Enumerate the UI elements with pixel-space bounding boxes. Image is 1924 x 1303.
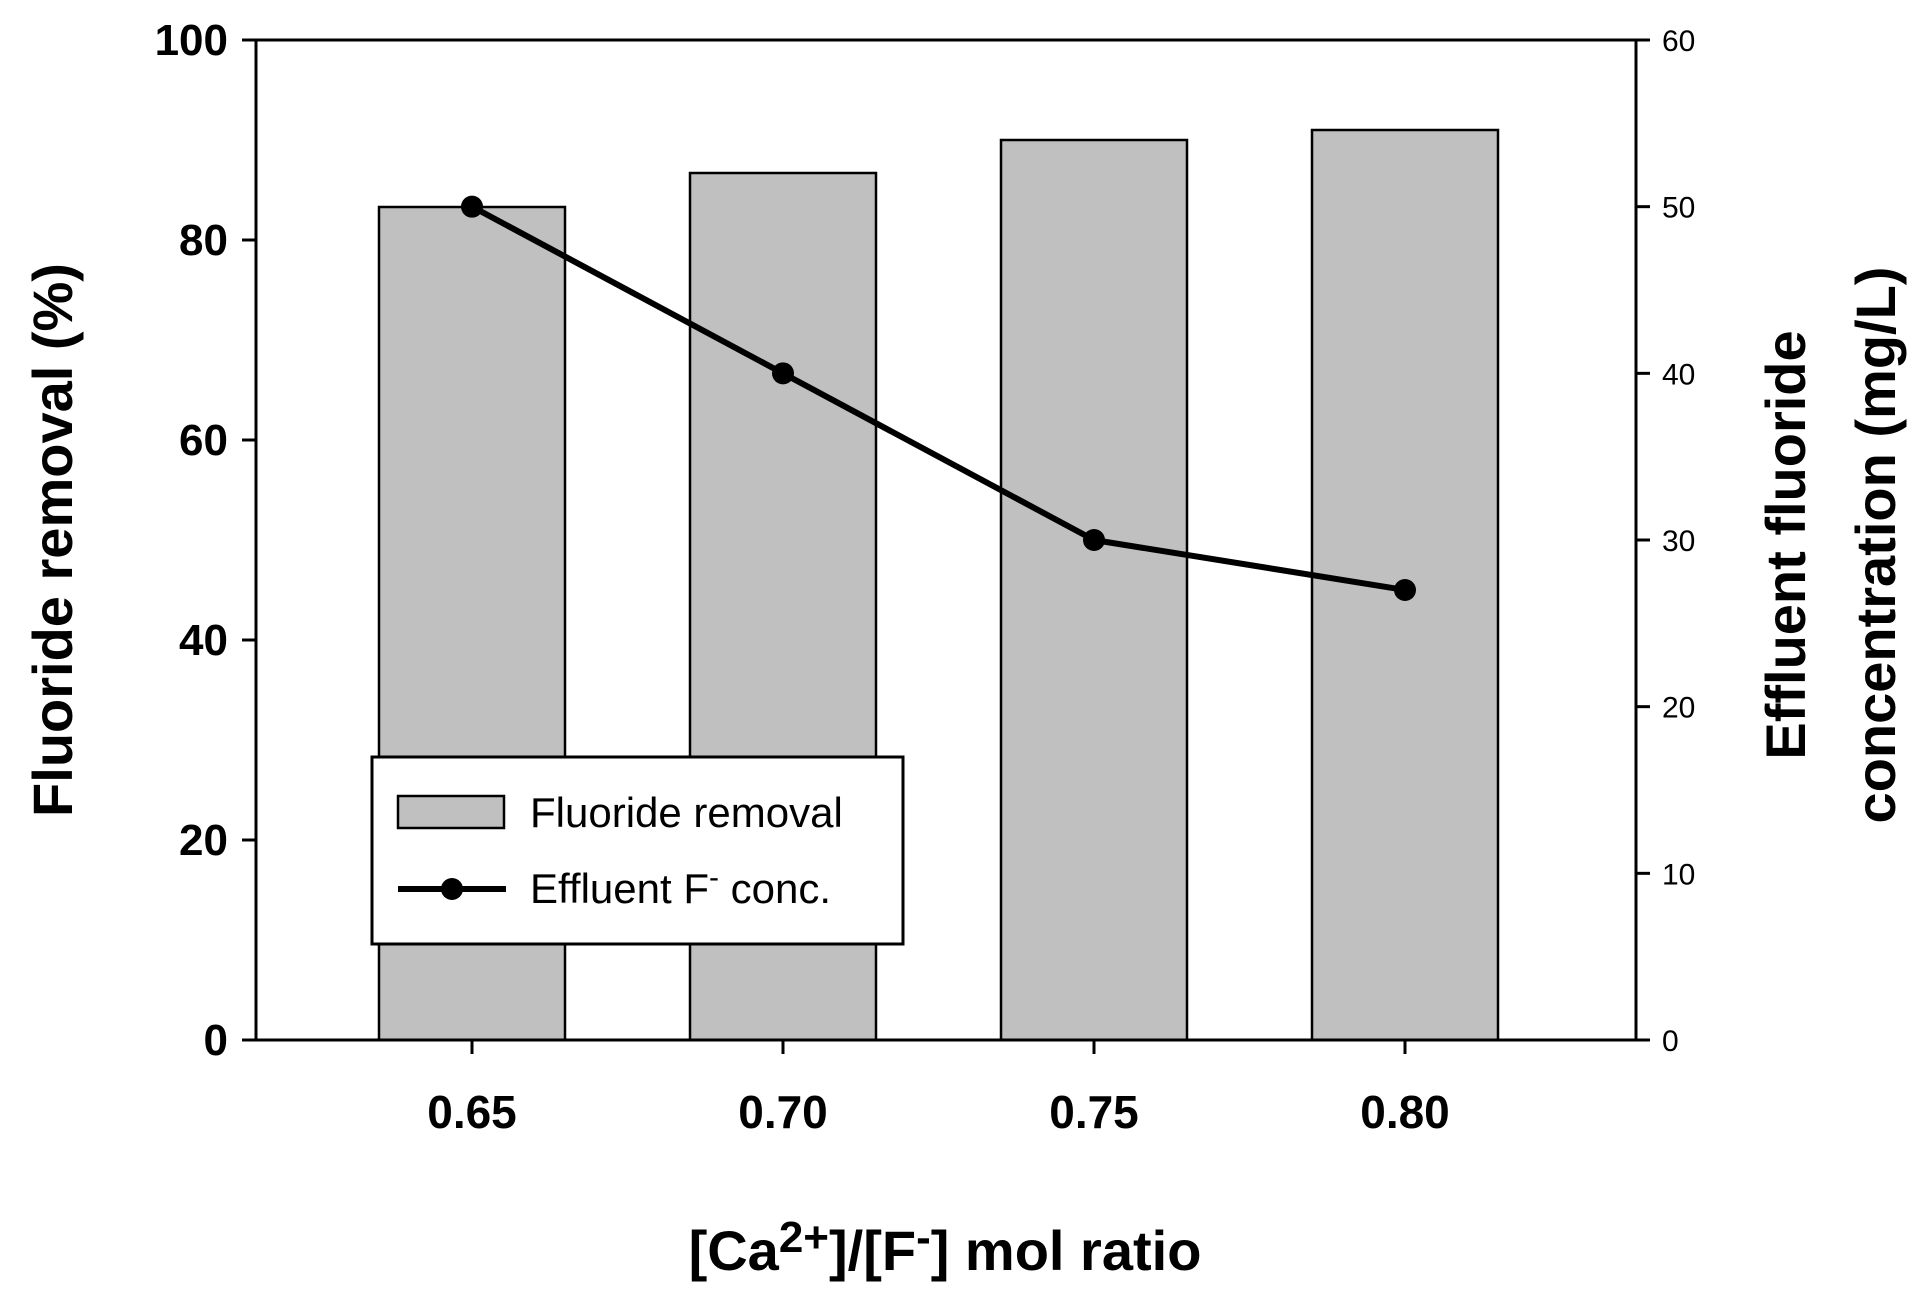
x-axis: 0.65 0.70 0.75 0.80 [427, 1040, 1450, 1138]
right-tick-label: 30 [1662, 525, 1695, 558]
right-tick-label: 20 [1662, 692, 1695, 725]
x-tick-label: 0.75 [1049, 1086, 1139, 1138]
left-axis: 0 20 40 60 80 100 [155, 16, 256, 1065]
right-tick-label: 60 [1662, 25, 1695, 58]
legend-line-label: Effluent F- conc. [530, 861, 831, 912]
right-tick-label: 0 [1662, 1025, 1679, 1058]
line-point-0.75 [1083, 529, 1105, 551]
left-tick-label: 40 [179, 616, 228, 665]
x-axis-title: [Ca2+]/[F-] mol ratio [689, 1213, 1202, 1282]
left-axis-title: Fluoride removal (%) [21, 263, 84, 817]
line-series [461, 195, 1416, 601]
left-tick-label: 60 [179, 416, 228, 465]
left-tick-label: 0 [204, 1016, 228, 1065]
left-tick-label: 80 [179, 216, 228, 265]
effluent-line [470, 204, 1406, 593]
line-point-0.80 [1394, 579, 1416, 601]
x-tick-label: 0.65 [427, 1086, 517, 1138]
right-tick-label: 10 [1662, 858, 1695, 891]
legend: Fluoride removal Effluent F- conc. [370, 755, 905, 946]
right-tick-label: 50 [1662, 192, 1695, 225]
bar-0.75 [999, 138, 1189, 1042]
legend-line-marker [441, 878, 463, 900]
x-tick-label: 0.70 [738, 1086, 828, 1138]
right-axis: 0 10 20 30 40 50 60 [1636, 25, 1695, 1058]
right-axis-title-line2: concentration (mg/L) [1844, 267, 1907, 824]
right-axis-title-line1: Effluent fluoride [1754, 330, 1817, 759]
legend-bar-swatch [396, 794, 506, 830]
left-tick-label: 100 [155, 16, 228, 65]
right-tick-label: 40 [1662, 358, 1695, 391]
x-tick-label: 0.80 [1360, 1086, 1450, 1138]
line-point-0.70 [772, 362, 794, 385]
line-point-0.65 [461, 195, 483, 218]
left-tick-label: 20 [179, 816, 228, 865]
legend-box [370, 755, 905, 946]
legend-bar-label: Fluoride removal [530, 789, 843, 836]
